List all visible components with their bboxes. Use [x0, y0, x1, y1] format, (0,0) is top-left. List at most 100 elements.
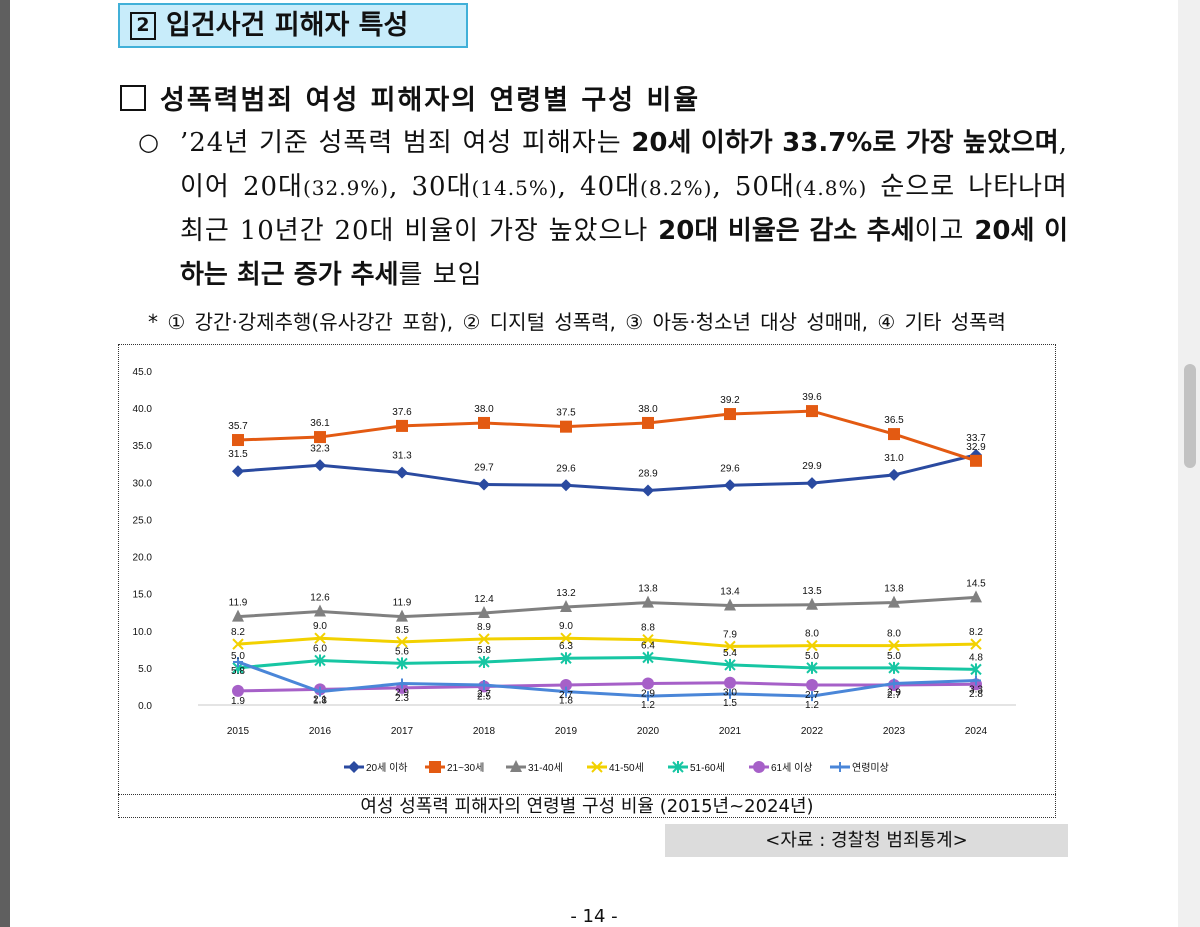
- data-point: [724, 676, 736, 689]
- data-label: 2.3: [395, 693, 409, 704]
- data-point: [560, 652, 572, 665]
- data-point: [642, 633, 654, 646]
- data-label: 13.4: [720, 587, 740, 598]
- data-label: 8.8: [641, 623, 655, 634]
- data-label: 9.0: [313, 621, 327, 632]
- data-point: [889, 678, 899, 689]
- data-label: 12.6: [310, 592, 330, 603]
- data-point: [888, 639, 900, 652]
- data-point: [561, 686, 571, 697]
- data-point: [888, 468, 900, 481]
- x-tick-label: 2024: [965, 726, 988, 737]
- data-label: 31.3: [392, 451, 412, 462]
- data-point: [396, 657, 408, 670]
- data-label: 39.2: [720, 395, 740, 406]
- data-label: 29.7: [474, 463, 494, 474]
- data-point: [724, 598, 736, 611]
- x-tick-label: 2015: [227, 726, 250, 737]
- data-label: 11.9: [229, 598, 248, 609]
- data-label: 8.2: [231, 627, 245, 638]
- x-tick-label: 2018: [473, 726, 496, 737]
- data-label: 2.1: [313, 694, 327, 705]
- data-point: [970, 454, 982, 467]
- y-tick-label: 30.0: [133, 478, 153, 489]
- x-tick-label: 2021: [719, 726, 742, 737]
- data-point: [806, 678, 818, 691]
- data-point: [232, 684, 244, 697]
- legend-label: 20세 이하: [366, 761, 408, 774]
- series-line-4: [237, 636, 977, 648]
- bold-run: 20세 이하가 33.7%로 가장 높았으며: [631, 128, 1059, 158]
- data-label: 37.5: [556, 408, 576, 419]
- data-label: 2.5: [477, 691, 491, 702]
- section-number: 2: [130, 12, 156, 40]
- data-point: [232, 465, 244, 478]
- chart-caption: 여성 성폭력 피해자의 연령별 구성 비율 (2015년~2024년): [118, 794, 1056, 819]
- legend-marker: [835, 762, 845, 772]
- y-tick-label: 15.0: [133, 590, 153, 601]
- text-run: , 50대: [712, 171, 795, 202]
- data-point: [314, 632, 326, 644]
- data-label: 13.5: [802, 586, 822, 597]
- data-label: 2.7: [887, 690, 901, 701]
- data-label: 28.9: [638, 468, 658, 479]
- data-label: 38.0: [474, 404, 494, 415]
- footnote: * ① 강간·강제추행(유사강간 포함), ② 디지털 성폭력, ③ 아동·청소…: [148, 310, 1006, 334]
- data-point: [806, 405, 818, 418]
- section-heading: 2 입건사건 피해자 특성: [118, 3, 468, 48]
- summary-paragraph: ’24년 기준 성폭력 범죄 여성 피해자는 20세 이하가 33.7%로 가장…: [180, 122, 1068, 297]
- data-label: 2.7: [559, 690, 573, 701]
- data-label: 5.0: [887, 651, 901, 662]
- y-tick-label: 10.0: [133, 627, 153, 638]
- page-number: - 14 -: [570, 906, 618, 927]
- data-point: [888, 661, 900, 674]
- legend-marker: [672, 761, 684, 773]
- data-point: [560, 600, 572, 613]
- x-tick-label: 2023: [883, 726, 906, 737]
- text-run: , 이어 20대: [180, 128, 1068, 202]
- legend-label: 41-50세: [609, 762, 644, 774]
- data-point: [643, 691, 653, 702]
- data-label: 8.9: [477, 622, 491, 633]
- data-label: 14.5: [966, 578, 986, 589]
- line-chart: 0.0 5.0 10.0 15.0 20.0 25.0 30.0 35.0 40.0 45.0 20…: [133, 367, 1016, 774]
- subsection-heading: 성폭력범죄 여성 피해자의 연령별 구성 비율: [120, 78, 700, 117]
- data-point: [806, 661, 818, 674]
- data-label: 6.4: [641, 640, 655, 651]
- data-label: 2.9: [887, 687, 901, 698]
- data-point: [560, 678, 572, 691]
- x-tick-label: 2016: [309, 726, 332, 737]
- data-point: [888, 595, 900, 608]
- scrollbar[interactable]: [1178, 0, 1200, 927]
- data-point: [478, 633, 490, 645]
- data-point: [642, 416, 654, 429]
- bold-run: 20세 이하는 최근 증가 추세: [180, 216, 1069, 290]
- data-point: [806, 477, 818, 490]
- legend-label: 21~30세: [447, 762, 484, 774]
- data-label: 31.0: [884, 453, 904, 464]
- data-label: 2.8: [969, 689, 983, 700]
- data-label: 1.8: [559, 696, 573, 707]
- data-label: 5.4: [723, 648, 737, 659]
- data-label: 2.7: [805, 690, 819, 701]
- data-label: 12.4: [474, 594, 494, 605]
- data-point: [478, 478, 490, 491]
- scrollbar-thumb[interactable]: [1184, 364, 1196, 468]
- data-label: 38.0: [638, 404, 658, 415]
- y-tick-label: 20.0: [133, 553, 153, 564]
- data-label: 13.2: [556, 588, 576, 599]
- data-point: [396, 419, 408, 432]
- data-point: [478, 655, 490, 668]
- data-point: [971, 675, 981, 686]
- data-label: 29.6: [556, 463, 576, 474]
- data-point: [724, 658, 736, 671]
- data-point: [314, 431, 326, 444]
- data-label: 8.0: [805, 629, 819, 640]
- x-tick-label: 2020: [637, 726, 660, 737]
- data-label: 2.9: [641, 688, 655, 699]
- text-run: 이고: [914, 216, 975, 246]
- x-tick-label: 2019: [555, 726, 578, 737]
- data-point: [806, 597, 818, 610]
- data-point: [807, 691, 817, 702]
- data-label: 6.0: [313, 643, 327, 654]
